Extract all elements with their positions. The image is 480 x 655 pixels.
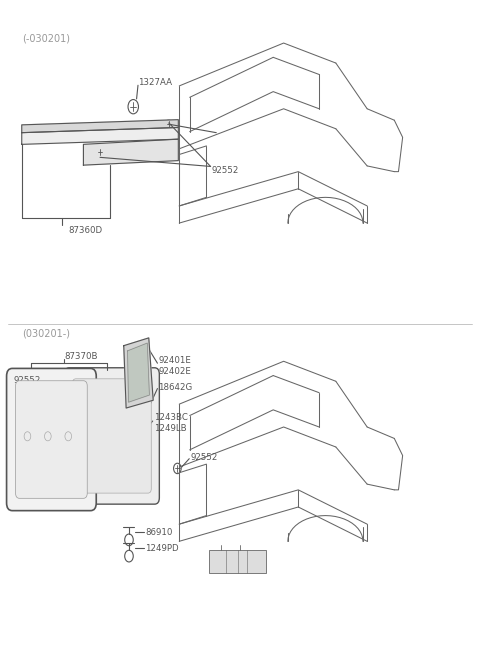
FancyBboxPatch shape (7, 368, 96, 511)
Polygon shape (124, 338, 153, 408)
Text: 18642G: 18642G (158, 383, 192, 392)
Text: 92552: 92552 (212, 166, 239, 175)
Text: 86910: 86910 (145, 527, 172, 536)
Text: 87360D: 87360D (69, 225, 103, 234)
Text: 92401E: 92401E (158, 356, 191, 365)
Polygon shape (22, 120, 179, 133)
Text: 1249PD: 1249PD (145, 544, 179, 553)
Text: (030201-): (030201-) (22, 329, 70, 339)
Text: 1249LB: 1249LB (154, 424, 186, 434)
Polygon shape (128, 343, 149, 402)
FancyBboxPatch shape (64, 367, 159, 504)
FancyBboxPatch shape (15, 381, 87, 498)
Text: 92552: 92552 (13, 376, 41, 385)
Polygon shape (84, 139, 179, 165)
Text: 1243BC: 1243BC (154, 413, 188, 422)
Bar (209, 550, 266, 573)
Polygon shape (22, 128, 179, 144)
Text: (-030201): (-030201) (22, 33, 70, 43)
Text: 87372C: 87372C (30, 392, 64, 402)
Text: 87370B: 87370B (64, 352, 98, 361)
Text: 92552: 92552 (190, 453, 217, 462)
Text: 1327AA: 1327AA (138, 77, 172, 86)
FancyBboxPatch shape (72, 379, 151, 493)
Text: 92402E: 92402E (158, 367, 191, 376)
